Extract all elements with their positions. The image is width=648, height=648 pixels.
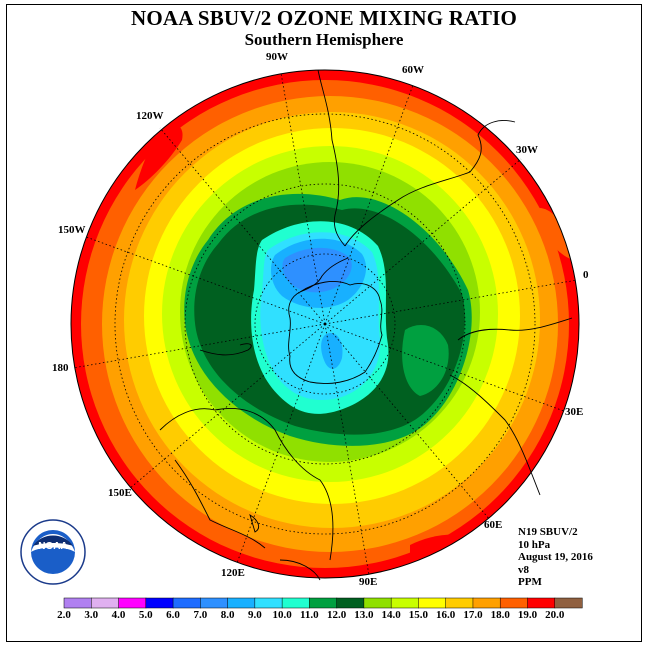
colorbar-tick-label: 19.0 (518, 609, 538, 621)
colorbar-tick-label: 16.0 (436, 609, 456, 621)
colorbar-tick-label: 6.0 (166, 609, 180, 621)
colorbar-swatch (172, 597, 201, 609)
lon-label-150e: 150E (108, 487, 132, 499)
colorbar-swatch (554, 597, 583, 609)
version-label: v8 (518, 563, 529, 576)
colorbar-tick-label: 14.0 (382, 609, 402, 621)
figure-frame (6, 4, 642, 642)
colorbar-tick-label: 17.0 (463, 609, 483, 621)
colorbar-swatch (227, 597, 256, 609)
lon-label-120e: 120E (221, 567, 245, 579)
lon-label-90w: 90W (266, 51, 288, 63)
colorbar: 2.0 3.0 4.0 5.0 6.0 7.0 8.0 9.0 10.0 11.0 12.0 13.0… (57, 597, 583, 621)
graticule (72, 72, 578, 576)
colorbar-swatch (418, 597, 447, 609)
colorbar-tick-label: 18.0 (491, 609, 511, 621)
map-subtitle: Southern Hemisphere (244, 30, 404, 49)
units-label: PPM (518, 576, 542, 588)
colorbar-tick-label: 8.0 (221, 609, 235, 621)
lon-label-90e: 90E (359, 576, 377, 588)
lon-label-30e: 30E (565, 406, 583, 418)
colorbar-swatch (281, 597, 310, 609)
colorbar-swatch (336, 597, 365, 609)
colorbar-tick-label: 20.0 (545, 609, 565, 621)
lon-label-0: 0 (583, 269, 589, 281)
colorbar-tick-label: 13.0 (354, 609, 374, 621)
lon-label-120w: 120W (136, 110, 164, 122)
map-title: NOAA SBUV/2 OZONE MIXING RATIO (131, 6, 517, 30)
colorbar-swatch (63, 597, 92, 609)
colorbar-tick-label: 11.0 (300, 609, 319, 621)
lon-label-60e: 60E (484, 519, 502, 531)
colorbar-tick-label: 7.0 (193, 609, 207, 621)
colorbar-tick-label: 3.0 (84, 609, 98, 621)
colorbar-swatch (527, 597, 556, 609)
colorbar-tick-label: 15.0 (409, 609, 429, 621)
colorbar-tick-label: 12.0 (327, 609, 347, 621)
colorbar-swatch (118, 597, 147, 609)
colorbar-swatch (390, 597, 419, 609)
pressure-level-label: 10 hPa (518, 538, 551, 551)
colorbar-swatch (499, 597, 529, 609)
colorbar-swatch (145, 597, 174, 609)
map-boundary (70, 69, 580, 579)
colorbar-tick-label: 5.0 (139, 609, 153, 621)
colorbar-swatch (91, 597, 120, 609)
colorbar-tick-label: 10.0 (272, 609, 292, 621)
lon-label-60w: 60W (402, 64, 424, 76)
metadata-block: N19 SBUV/2 10 hPa August 19, 2016 v8 PPM (518, 526, 593, 589)
colorbar-swatch (363, 597, 392, 609)
lon-label-180: 180 (52, 362, 69, 374)
colorbar-swatch (445, 597, 474, 609)
colorbar-tick-label: 9.0 (248, 609, 262, 621)
noaa-logo-text: NOAA (38, 541, 67, 552)
satellite-label: N19 SBUV/2 (518, 526, 578, 538)
noaa-logo: NOAA (20, 519, 86, 585)
date-label: August 19, 2016 (518, 551, 593, 563)
colorbar-tick-label: 2.0 (57, 609, 71, 621)
colorbar-tick-label: 4.0 (112, 609, 126, 621)
colorbar-swatch (200, 597, 229, 609)
lon-label-150w: 150W (58, 224, 86, 236)
colorbar-swatch (472, 597, 501, 609)
colorbar-swatch (254, 597, 283, 609)
lon-label-30w: 30W (516, 144, 538, 156)
colorbar-swatch (309, 597, 338, 609)
